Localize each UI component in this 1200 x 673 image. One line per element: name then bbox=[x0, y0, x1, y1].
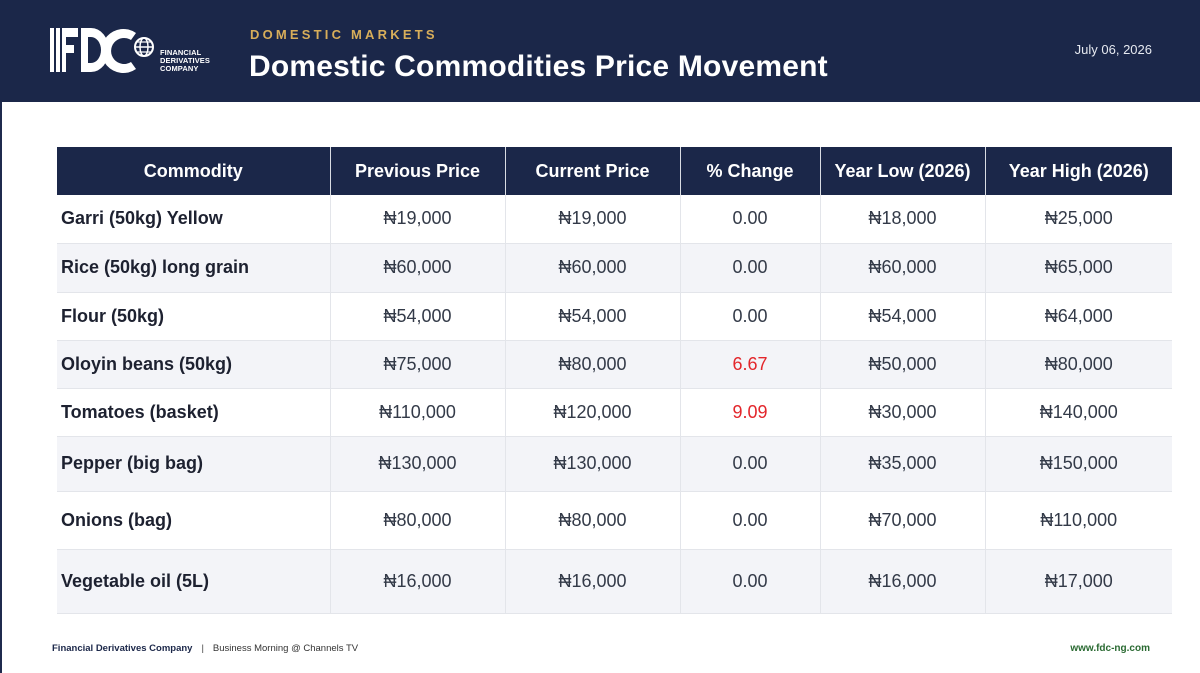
commodity-cell: Vegetable oil (5L) bbox=[57, 549, 331, 614]
column-header: Year Low (2026) bbox=[820, 147, 986, 195]
year-low-cell: ₦50,000 bbox=[820, 340, 986, 389]
column-header: Year High (2026) bbox=[985, 147, 1172, 195]
year-high-cell: ₦25,000 bbox=[985, 195, 1172, 244]
year-high-cell: ₦110,000 bbox=[985, 491, 1172, 550]
percent-change-cell: 9.09 bbox=[680, 388, 821, 437]
logo-subtext-line: COMPANY bbox=[160, 64, 199, 73]
commodity-cell: Rice (50kg) long grain bbox=[57, 243, 331, 293]
current-price-cell: ₦130,000 bbox=[505, 436, 681, 492]
current-price-cell: ₦80,000 bbox=[505, 491, 681, 550]
current-price-cell: ₦19,000 bbox=[505, 195, 681, 244]
table-row: Pepper (big bag) ₦130,000 ₦130,000 0.00 … bbox=[57, 436, 1172, 492]
page-title: Domestic Commodities Price Movement bbox=[249, 50, 828, 83]
footer-credits: Financial Derivatives Company | Business M… bbox=[52, 643, 358, 654]
table-row: Onions (bag) ₦80,000 ₦80,000 0.00 ₦70,00… bbox=[57, 491, 1172, 550]
current-price-cell: ₦60,000 bbox=[505, 243, 681, 293]
commodity-cell: Garri (50kg) Yellow bbox=[57, 195, 331, 244]
table-row: Vegetable oil (5L) ₦16,000 ₦16,000 0.00 … bbox=[57, 549, 1172, 614]
table-row: Garri (50kg) Yellow ₦19,000 ₦19,000 0.00… bbox=[57, 195, 1172, 244]
left-border bbox=[0, 0, 2, 673]
year-low-cell: ₦30,000 bbox=[820, 388, 986, 437]
column-header: Commodity bbox=[57, 147, 331, 195]
previous-price-cell: ₦80,000 bbox=[330, 491, 506, 550]
commodity-cell: Oloyin beans (50kg) bbox=[57, 340, 331, 389]
column-header: Previous Price bbox=[330, 147, 506, 195]
previous-price-cell: ₦54,000 bbox=[330, 292, 506, 341]
year-high-cell: ₦17,000 bbox=[985, 549, 1172, 614]
column-header: Current Price bbox=[505, 147, 681, 195]
logo-subtext-line: FINANCIAL bbox=[160, 48, 202, 57]
previous-price-cell: ₦130,000 bbox=[330, 436, 506, 492]
footer-website-link[interactable]: www.fdc-ng.com bbox=[1070, 643, 1150, 654]
year-high-cell: ₦150,000 bbox=[985, 436, 1172, 492]
commodity-cell: Pepper (big bag) bbox=[57, 436, 331, 492]
commodity-price-table: Commodity Previous Price Current Price %… bbox=[57, 147, 1172, 614]
previous-price-cell: ₦75,000 bbox=[330, 340, 506, 389]
footer-separator: | bbox=[201, 643, 204, 654]
current-price-cell: ₦16,000 bbox=[505, 549, 681, 614]
year-low-cell: ₦18,000 bbox=[820, 195, 986, 244]
table-row: Flour (50kg) ₦54,000 ₦54,000 0.00 ₦54,00… bbox=[57, 292, 1172, 341]
table-row: Oloyin beans (50kg) ₦75,000 ₦80,000 6.67… bbox=[57, 340, 1172, 389]
percent-change-cell: 0.00 bbox=[680, 195, 821, 244]
year-high-cell: ₦65,000 bbox=[985, 243, 1172, 293]
commodity-cell: Tomatoes (basket) bbox=[57, 388, 331, 437]
current-price-cell: ₦80,000 bbox=[505, 340, 681, 389]
previous-price-cell: ₦16,000 bbox=[330, 549, 506, 614]
previous-price-cell: ₦19,000 bbox=[330, 195, 506, 244]
logo-subtext: FINANCIAL DERIVATIVES COMPANY bbox=[160, 49, 210, 73]
percent-change-cell: 0.00 bbox=[680, 292, 821, 341]
year-high-cell: ₦64,000 bbox=[985, 292, 1172, 341]
report-date: July 06, 2026 bbox=[1074, 42, 1152, 57]
year-low-cell: ₦54,000 bbox=[820, 292, 986, 341]
fdc-logo-icon bbox=[50, 28, 154, 74]
year-low-cell: ₦16,000 bbox=[820, 549, 986, 614]
year-low-cell: ₦60,000 bbox=[820, 243, 986, 293]
percent-change-cell: 0.00 bbox=[680, 243, 821, 293]
column-header: % Change bbox=[680, 147, 821, 195]
fdc-logo: FINANCIAL DERIVATIVES COMPANY bbox=[48, 25, 213, 77]
percent-change-cell: 0.00 bbox=[680, 491, 821, 550]
previous-price-cell: ₦60,000 bbox=[330, 243, 506, 293]
footer-source: Business Morning @ Channels TV bbox=[212, 643, 359, 654]
table-row: Rice (50kg) long grain ₦60,000 ₦60,000 0… bbox=[57, 243, 1172, 293]
section-label: DOMESTIC MARKETS bbox=[250, 27, 438, 42]
year-low-cell: ₦70,000 bbox=[820, 491, 986, 550]
year-high-cell: ₦80,000 bbox=[985, 340, 1172, 389]
header-banner: FINANCIAL DERIVATIVES COMPANY DOMESTIC M… bbox=[0, 0, 1200, 102]
percent-change-cell: 0.00 bbox=[680, 436, 821, 492]
commodity-cell: Flour (50kg) bbox=[57, 292, 331, 341]
year-high-cell: ₦140,000 bbox=[985, 388, 1172, 437]
current-price-cell: ₦120,000 bbox=[505, 388, 681, 437]
table-header-row: Commodity Previous Price Current Price %… bbox=[57, 147, 1172, 195]
year-low-cell: ₦35,000 bbox=[820, 436, 986, 492]
commodity-cell: Onions (bag) bbox=[57, 491, 331, 550]
table-row: Tomatoes (basket) ₦110,000 ₦120,000 9.09… bbox=[57, 388, 1172, 437]
logo-subtext-line: DERIVATIVES bbox=[160, 56, 210, 65]
percent-change-cell: 0.00 bbox=[680, 549, 821, 614]
footer-company: Financial Derivatives Company bbox=[52, 643, 193, 654]
percent-change-cell: 6.67 bbox=[680, 340, 821, 389]
previous-price-cell: ₦110,000 bbox=[330, 388, 506, 437]
current-price-cell: ₦54,000 bbox=[505, 292, 681, 341]
